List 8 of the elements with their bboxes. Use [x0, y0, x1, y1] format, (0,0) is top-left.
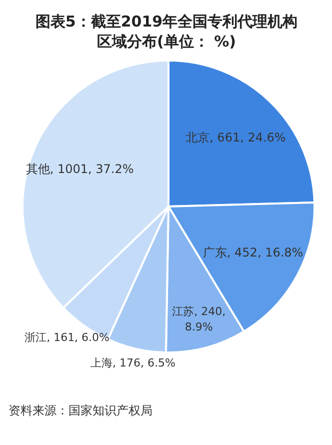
slice-label: 江苏, 240, 8.9%	[172, 304, 226, 334]
slice-label: 上海, 176, 6.5%	[90, 356, 176, 370]
text: 资料来源：国家知识产权局	[8, 404, 152, 418]
slice-label: 北京, 661, 24.6%	[186, 130, 286, 144]
slice-label: 浙江, 161, 6.0%	[24, 331, 110, 344]
chart-title: 图表5：截至2019年全国专利代理机构区域分布(单位： %)	[35, 12, 298, 50]
slice-label: 其他, 1001, 37.2%	[26, 162, 134, 176]
slice-label: 广东, 452, 16.8%	[202, 246, 304, 260]
